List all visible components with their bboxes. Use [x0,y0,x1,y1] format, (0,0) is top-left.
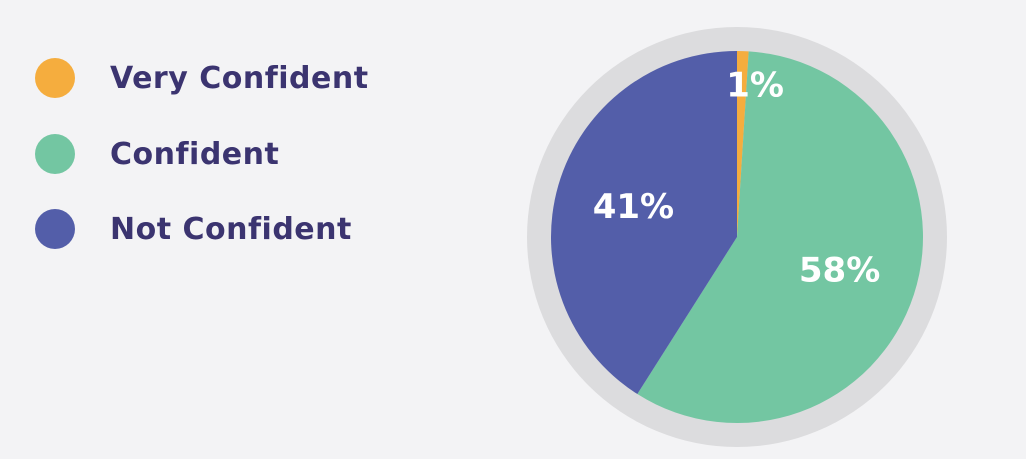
pie-data-label-very-confident: 1% [726,66,784,106]
pie-slice-confident [637,51,923,423]
pie-slice-very-confident [737,51,749,237]
legend-item-confident: Confident [35,134,369,174]
pie-chart: 1% 58% 41% [527,27,947,447]
legend-label-not-confident: Not Confident [110,211,352,247]
pie-data-label-confident: 58% [799,250,880,290]
pie-data-label-not-confident: 41% [593,187,674,227]
legend-swatch-confident [35,134,75,174]
legend-item-very-confident: Very Confident [35,58,369,98]
legend-label-confident: Confident [110,136,280,172]
legend-swatch-very-confident [35,58,75,98]
pie-slice-not-confident [551,51,737,395]
legend-item-not-confident: Not Confident [35,209,369,249]
pie-chart-svg: 1% 58% 41% [527,27,947,447]
legend-label-very-confident: Very Confident [110,60,369,96]
legend-swatch-not-confident [35,209,75,249]
chart-legend: Very Confident Confident Not Confident [35,58,369,285]
